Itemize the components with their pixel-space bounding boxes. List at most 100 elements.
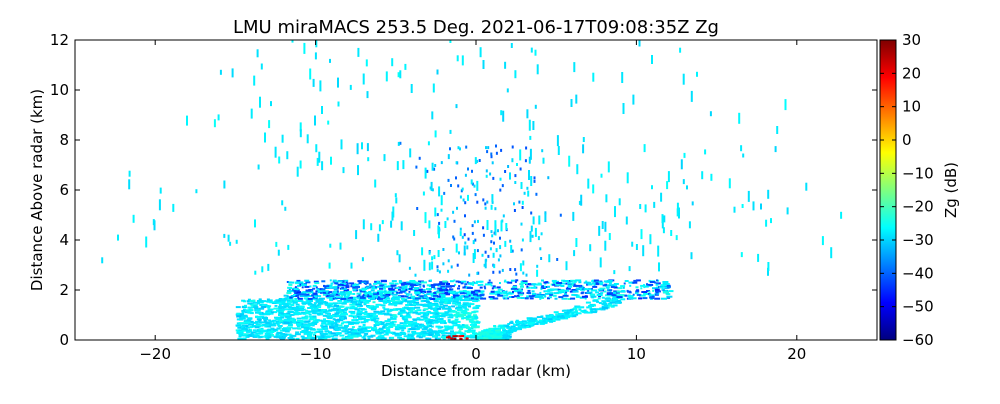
echo-pixel <box>328 296 335 299</box>
echo-pixel <box>503 292 508 295</box>
echo-pixel <box>573 62 576 73</box>
echo-pixel <box>598 225 601 236</box>
echo-pixel <box>387 318 392 321</box>
echo-pixel <box>318 330 324 333</box>
echo-pixel <box>275 333 280 336</box>
echo-pixel <box>534 227 537 237</box>
echo-pixel <box>264 132 266 143</box>
echo-pixel <box>310 331 314 334</box>
echo-pixel <box>678 207 680 219</box>
echo-pixel <box>666 285 671 288</box>
echo-pixel <box>172 203 175 212</box>
echo-pixel <box>369 295 376 298</box>
echo-pixel <box>450 330 454 333</box>
echo-pixel <box>447 319 451 322</box>
echo-pixel <box>358 288 362 291</box>
colorbar-tick-label: −30 <box>902 231 934 249</box>
echo-pixel <box>741 204 744 208</box>
echo-pixel <box>618 198 621 206</box>
echo-pixel <box>421 291 427 294</box>
echo-pixel <box>308 310 313 313</box>
echo-pixel <box>309 68 312 80</box>
x-tick-label: −20 <box>139 345 171 363</box>
echo-pixel <box>287 324 293 326</box>
echo-pixel <box>524 322 528 325</box>
echo-pixel <box>406 281 412 284</box>
echo-pixel <box>600 173 603 178</box>
echo-pixel <box>262 313 266 316</box>
echo-pixel <box>541 279 544 282</box>
echo-pixel <box>394 193 397 198</box>
echo-pixel <box>297 284 301 287</box>
echo-pixel <box>500 110 503 116</box>
echo-pixel <box>564 313 569 316</box>
echo-pixel <box>444 307 451 310</box>
echo-pixel <box>709 111 712 117</box>
echo-pixel <box>407 330 411 333</box>
echo-pixel <box>570 279 577 282</box>
echo-pixel <box>379 300 386 302</box>
echo-pixel <box>461 55 464 66</box>
echo-pixel <box>278 312 283 314</box>
echo-pixel <box>345 295 350 298</box>
echo-pixel <box>670 230 673 236</box>
echo-pixel <box>499 331 506 334</box>
echo-pixel <box>328 309 332 312</box>
echo-pixel <box>437 326 442 329</box>
echo-pixel <box>471 169 473 173</box>
echo-pixel <box>323 285 330 288</box>
y-tick-label: 8 <box>59 131 69 149</box>
echo-pixel <box>464 241 467 245</box>
echo-pixel <box>246 300 250 303</box>
echo-pixel <box>397 313 401 316</box>
echo-pixel <box>533 323 539 325</box>
echo-pixel <box>651 294 655 297</box>
echo-pixel <box>286 317 291 320</box>
echo-pixel <box>252 329 257 332</box>
echo-pixel <box>398 302 403 305</box>
echo-pixel <box>319 310 323 313</box>
echo-pixel <box>383 324 388 327</box>
echo-pixel <box>242 308 246 311</box>
echo-pixel <box>528 156 531 164</box>
echo-pixel <box>432 319 438 322</box>
echo-pixel <box>434 304 439 306</box>
echo-pixel <box>420 315 425 318</box>
echo-pixel <box>271 329 276 332</box>
echo-pixel <box>329 325 335 328</box>
echo-pixel <box>321 336 328 338</box>
echo-pixel <box>369 283 372 286</box>
echo-pixel <box>382 285 386 288</box>
echo-pixel <box>347 333 353 336</box>
echo-pixel <box>491 200 494 204</box>
echo-pixel <box>349 321 356 324</box>
echo-pixel <box>521 200 524 205</box>
echo-pixel <box>466 336 472 338</box>
echo-pixel <box>401 315 407 318</box>
echo-pixel <box>484 250 487 254</box>
echo-pixel <box>539 247 542 251</box>
echo-pixel <box>337 326 344 329</box>
echo-pixel <box>359 330 366 333</box>
echo-pixel <box>565 291 568 294</box>
echo-pixel <box>557 146 560 155</box>
echo-pixel <box>375 330 380 333</box>
echo-pixel <box>440 288 446 291</box>
echo-pixel <box>487 254 490 258</box>
echo-pixel <box>383 299 387 302</box>
echo-pixel <box>473 293 478 296</box>
echo-pixel <box>437 337 440 340</box>
echo-pixel <box>286 300 293 303</box>
echo-pixel <box>282 314 289 316</box>
echo-pixel <box>620 298 626 301</box>
echo-pixel <box>275 241 278 247</box>
echo-pixel <box>307 336 313 339</box>
echo-pixel <box>541 285 545 288</box>
echo-pixel <box>362 315 369 318</box>
echo-pixel <box>399 308 406 311</box>
echo-pixel <box>514 181 517 184</box>
y-tick-label: 0 <box>59 331 69 349</box>
echo-pixel <box>511 296 515 298</box>
echo-pixel <box>473 326 480 329</box>
echo-pixel <box>297 327 302 330</box>
